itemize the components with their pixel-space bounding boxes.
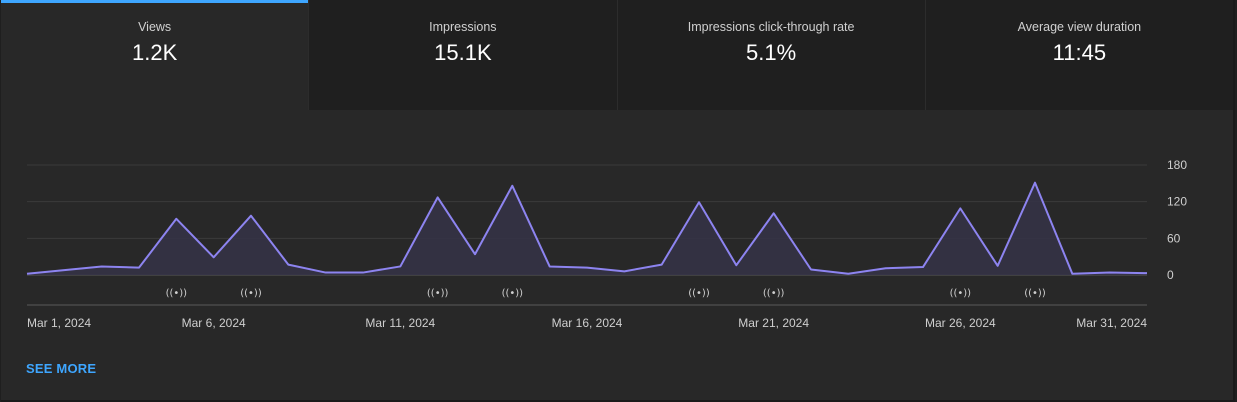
data-point (474, 253, 477, 256)
data-point (175, 217, 178, 220)
data-point (922, 266, 925, 269)
data-point (548, 265, 551, 268)
x-tick-label: Mar 16, 2024 (552, 316, 623, 330)
data-point (623, 270, 626, 273)
live-icon: ((•)) (1024, 288, 1046, 299)
tab-views-value: 1.2K (131, 40, 178, 65)
x-tick-label: Mar 21, 2024 (738, 316, 809, 330)
data-point (810, 268, 813, 271)
data-point (362, 271, 365, 274)
data-point (511, 184, 514, 187)
tab-avg-view-duration[interactable]: Average view duration 11:45 (925, 0, 1233, 110)
live-icon: ((•)) (950, 288, 972, 299)
data-point (847, 272, 850, 275)
tab-views-label: Views (138, 20, 172, 34)
data-point (100, 265, 103, 268)
metric-tabs: Views 1.2K Impressions 15.1K Impressions… (1, 0, 1233, 110)
data-point (287, 263, 290, 266)
series-area (27, 182, 1147, 275)
live-icon: ((•)) (427, 288, 449, 299)
live-icon: ((•)) (240, 288, 262, 299)
tab-impressions-value: 15.1K (434, 40, 492, 65)
data-point (212, 256, 215, 259)
see-more-link[interactable]: SEE MORE (26, 361, 97, 376)
data-point (26, 272, 29, 275)
data-point (1146, 272, 1149, 275)
data-point (324, 271, 327, 274)
x-tick-label: Mar 6, 2024 (182, 316, 246, 330)
tab-ctr[interactable]: Impressions click-through rate 5.1% (617, 0, 926, 110)
tab-impressions[interactable]: Impressions 15.1K (309, 0, 618, 110)
y-tick-label: 180 (1167, 158, 1187, 172)
x-tick-label: Mar 31, 2024 (1076, 316, 1147, 330)
data-point (884, 267, 887, 270)
tab-views[interactable]: Views 1.2K (1, 0, 310, 110)
data-point (436, 196, 439, 199)
data-point (586, 266, 589, 269)
data-point (63, 269, 66, 272)
tab-avg-view-duration-value: 11:45 (1052, 40, 1107, 65)
tab-ctr-value: 5.1% (746, 40, 797, 65)
live-icon: ((•)) (166, 288, 188, 299)
live-icon: ((•)) (763, 288, 785, 299)
data-point (399, 265, 402, 268)
tab-avg-view-duration-label: Average view duration (1017, 20, 1142, 34)
data-point (250, 214, 253, 217)
data-point (1034, 181, 1037, 184)
tab-ctr-label: Impressions click-through rate (687, 20, 855, 34)
data-point (660, 263, 663, 266)
y-tick-label: 0 (1167, 268, 1174, 282)
data-point (996, 264, 999, 267)
x-tick-label: Mar 26, 2024 (925, 316, 996, 330)
y-tick-label: 120 (1167, 195, 1187, 209)
data-point (959, 207, 962, 210)
x-tick-label: Mar 1, 2024 (27, 316, 91, 330)
data-point (138, 266, 141, 269)
y-tick-label: 60 (1167, 231, 1181, 245)
data-point (698, 201, 701, 204)
series-line (26, 181, 1148, 275)
data-point (1071, 272, 1074, 275)
data-point (735, 264, 738, 267)
live-icon: ((•)) (688, 288, 710, 299)
x-tick-label: Mar 11, 2024 (365, 316, 435, 330)
data-point (772, 212, 775, 215)
tab-impressions-label: Impressions (429, 20, 497, 34)
live-icon: ((•)) (502, 288, 524, 299)
data-point (1108, 271, 1111, 274)
